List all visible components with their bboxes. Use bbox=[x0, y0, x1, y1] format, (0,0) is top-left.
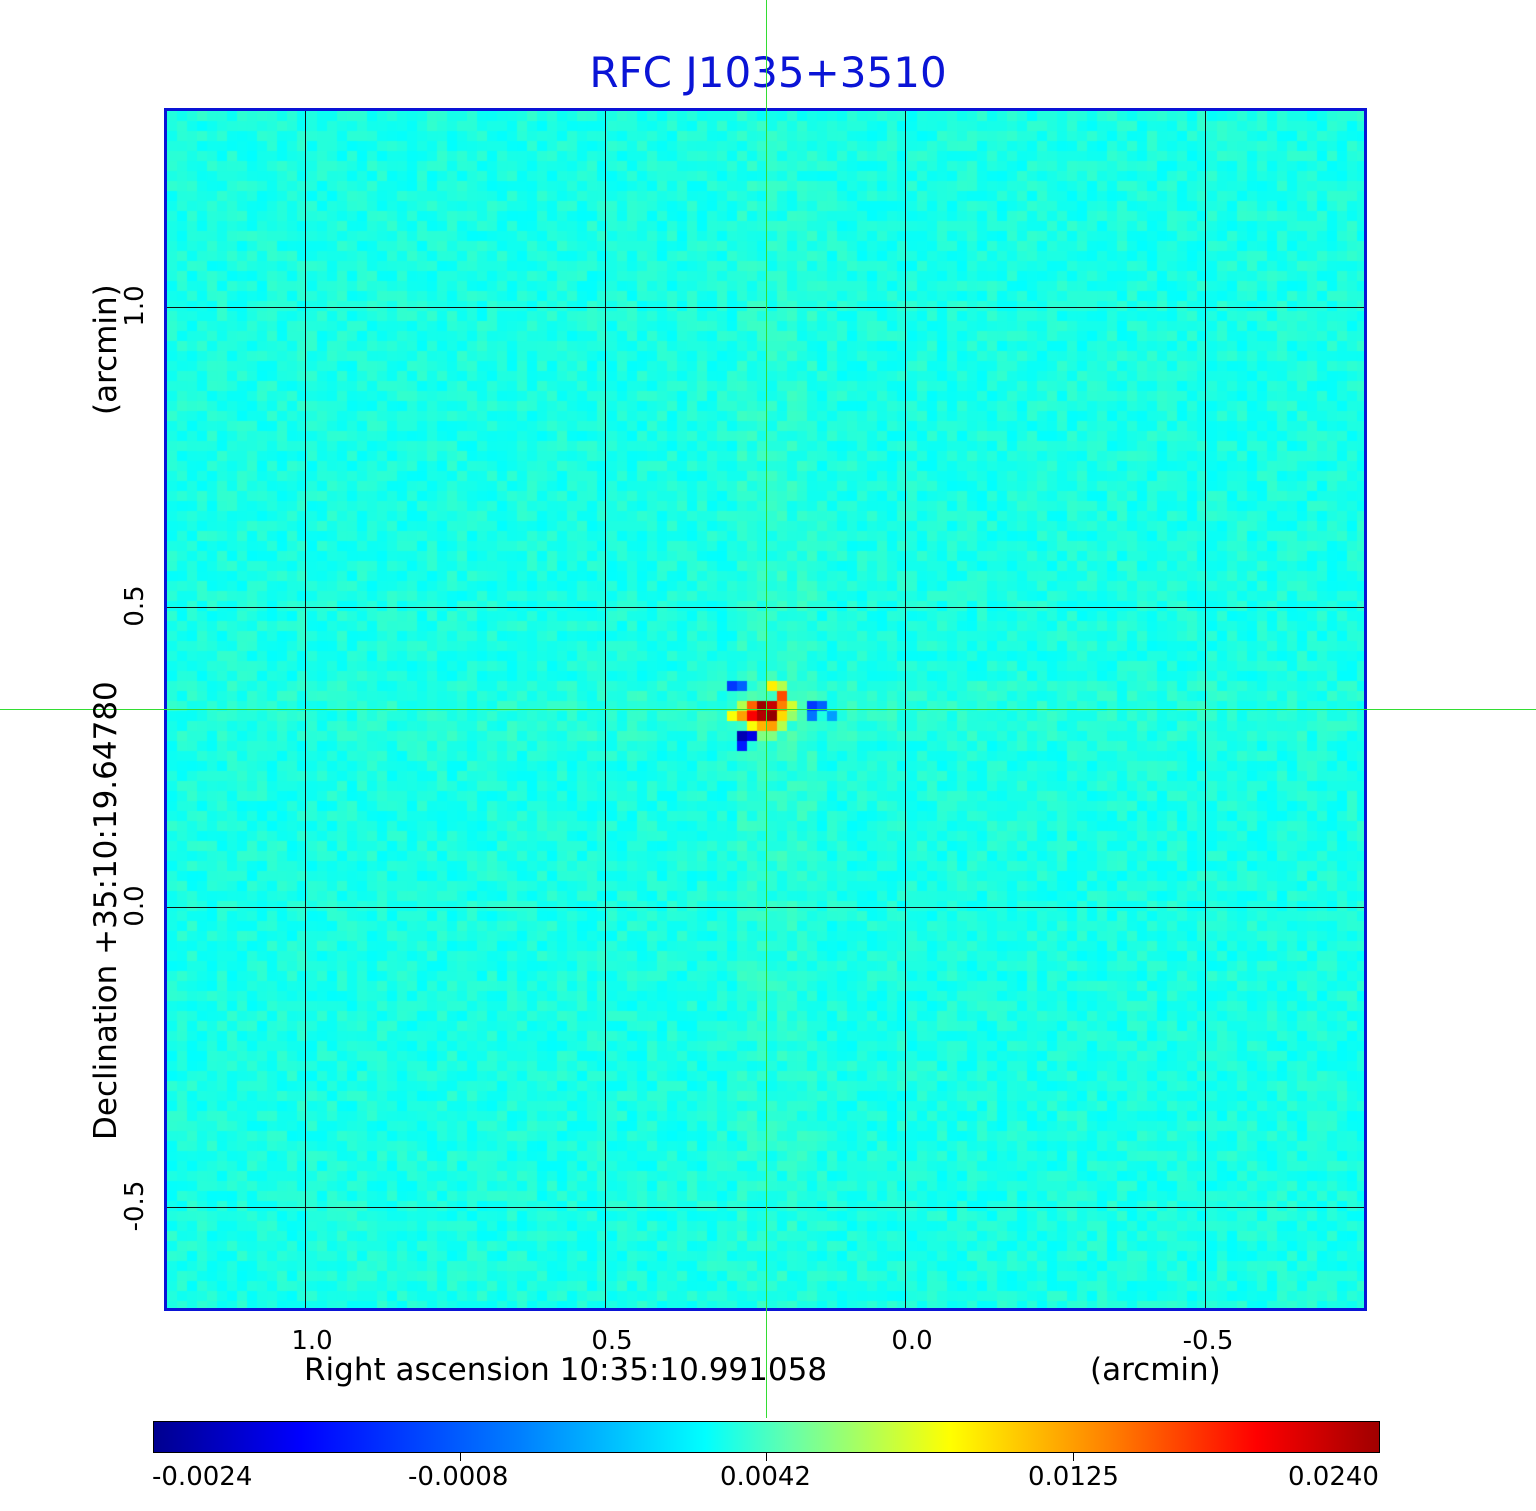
colorbar-label: -0.0024 bbox=[152, 1462, 253, 1492]
grid-line-dec-1.0 bbox=[167, 307, 1364, 308]
y-axis-unit: (arcmin) bbox=[88, 284, 124, 415]
colorbar-tick bbox=[766, 1453, 767, 1461]
crosshair-horizontal bbox=[0, 709, 1536, 710]
image-title: RFC J1035+3510 bbox=[589, 48, 947, 97]
colorbar bbox=[153, 1421, 1380, 1453]
colorbar-label: -0.0008 bbox=[408, 1462, 509, 1492]
x-tick-label: 0.0 bbox=[891, 1326, 933, 1356]
colorbar-tick bbox=[1073, 1453, 1074, 1461]
y-tick-label: 0.5 bbox=[120, 585, 150, 627]
x-axis-label: Right ascension 10:35:10.991058 bbox=[304, 1352, 828, 1388]
colorbar-label: 0.0042 bbox=[720, 1462, 811, 1492]
grid-line-dec--0.5 bbox=[167, 1207, 1364, 1208]
y-tick-label: 1.0 bbox=[120, 285, 150, 327]
x-tick-label: 1.0 bbox=[291, 1326, 333, 1356]
x-axis-unit: (arcmin) bbox=[1090, 1352, 1221, 1388]
colorbar-label: 0.0240 bbox=[1288, 1462, 1379, 1492]
y-tick-label: 0.0 bbox=[120, 885, 150, 927]
x-tick-label: -0.5 bbox=[1182, 1326, 1234, 1356]
y-tick-label: -0.5 bbox=[120, 1180, 150, 1232]
x-tick-label: 0.5 bbox=[591, 1326, 633, 1356]
colorbar-tick bbox=[460, 1453, 461, 1461]
grid-line-dec-0.0 bbox=[167, 907, 1364, 908]
colorbar-label: 0.0125 bbox=[1028, 1462, 1119, 1492]
y-axis-label: Declination +35:10:19.64780 bbox=[88, 681, 124, 1140]
grid-line-dec-0.5 bbox=[167, 607, 1364, 608]
